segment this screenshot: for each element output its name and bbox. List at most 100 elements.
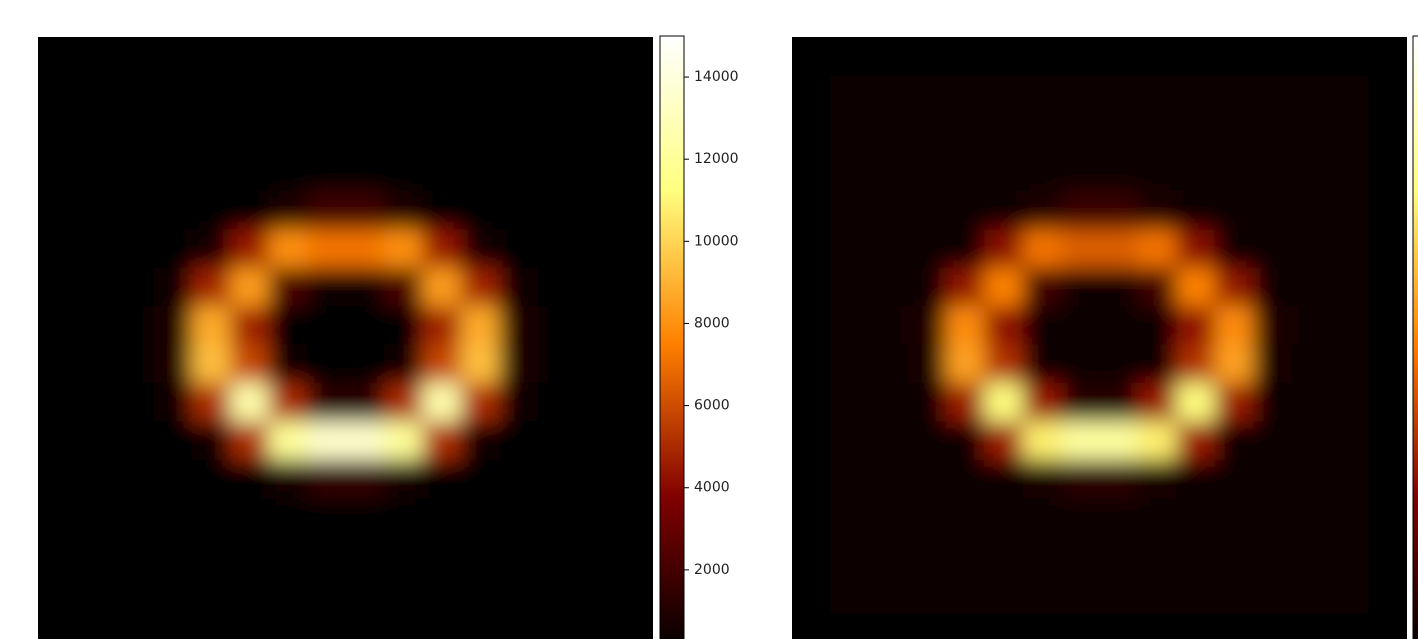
cell xyxy=(576,268,615,307)
cell xyxy=(576,498,615,537)
cell xyxy=(38,537,77,576)
cell xyxy=(499,498,538,537)
cell xyxy=(1023,75,1062,114)
cell xyxy=(384,498,423,537)
cell xyxy=(538,421,577,460)
cell xyxy=(346,345,385,384)
cell xyxy=(192,268,231,307)
cell xyxy=(1061,498,1100,537)
cell xyxy=(153,460,192,499)
cell xyxy=(422,37,461,76)
cell xyxy=(907,575,946,614)
cell xyxy=(499,114,538,153)
heatmap xyxy=(38,37,654,639)
cell xyxy=(1138,614,1177,639)
figure: 2000400060008000100001200014000 xyxy=(0,0,1418,639)
cell xyxy=(38,229,77,268)
cell xyxy=(1215,345,1254,384)
cell xyxy=(153,75,192,114)
cell xyxy=(1292,306,1331,345)
cell xyxy=(984,268,1023,307)
cell xyxy=(538,383,577,422)
cell xyxy=(615,75,654,114)
cell xyxy=(230,537,269,576)
cell xyxy=(192,575,231,614)
cell xyxy=(1100,37,1139,76)
cell xyxy=(422,383,461,422)
cell xyxy=(230,460,269,499)
cell xyxy=(1215,575,1254,614)
cell xyxy=(307,614,346,639)
cell xyxy=(830,614,869,639)
cell xyxy=(984,152,1023,191)
cell xyxy=(346,537,385,576)
cell xyxy=(1061,345,1100,384)
cell xyxy=(830,421,869,460)
cell xyxy=(422,421,461,460)
cell xyxy=(346,75,385,114)
cell xyxy=(1061,152,1100,191)
cell xyxy=(946,229,985,268)
heatmap xyxy=(792,37,1408,639)
cell xyxy=(461,75,500,114)
cell xyxy=(192,383,231,422)
cell xyxy=(830,152,869,191)
cell xyxy=(115,306,154,345)
cell xyxy=(115,75,154,114)
cell xyxy=(153,575,192,614)
cell xyxy=(76,152,115,191)
cell xyxy=(461,421,500,460)
cell xyxy=(192,421,231,460)
cell xyxy=(192,75,231,114)
cell xyxy=(538,537,577,576)
cell xyxy=(576,114,615,153)
cell xyxy=(1061,383,1100,422)
colorbar-tick-label: 12000 xyxy=(694,151,739,167)
cell xyxy=(230,114,269,153)
cell xyxy=(1369,537,1408,576)
cell xyxy=(1215,421,1254,460)
cell xyxy=(1330,498,1369,537)
cell xyxy=(869,152,908,191)
cell xyxy=(1061,537,1100,576)
cell xyxy=(946,191,985,230)
cell xyxy=(1292,268,1331,307)
cell xyxy=(499,152,538,191)
cell xyxy=(984,498,1023,537)
cell xyxy=(499,575,538,614)
heatmap-cells xyxy=(38,37,654,639)
cell xyxy=(576,421,615,460)
cell xyxy=(538,460,577,499)
cell xyxy=(384,575,423,614)
cell xyxy=(1330,421,1369,460)
cell xyxy=(346,306,385,345)
cell xyxy=(461,383,500,422)
cell xyxy=(1061,421,1100,460)
cell xyxy=(946,345,985,384)
cell xyxy=(1215,537,1254,576)
cell xyxy=(984,191,1023,230)
cell xyxy=(38,345,77,384)
cell xyxy=(869,191,908,230)
cell xyxy=(1215,306,1254,345)
cell xyxy=(1369,306,1408,345)
cell xyxy=(1253,575,1292,614)
cell xyxy=(269,421,308,460)
cell xyxy=(1215,268,1254,307)
cell xyxy=(907,460,946,499)
cell xyxy=(576,229,615,268)
cell xyxy=(499,460,538,499)
cell xyxy=(461,345,500,384)
cell xyxy=(346,498,385,537)
cell xyxy=(830,537,869,576)
cell xyxy=(76,345,115,384)
cell xyxy=(269,345,308,384)
cell xyxy=(984,575,1023,614)
cell xyxy=(1292,114,1331,153)
cell xyxy=(153,268,192,307)
cell xyxy=(1176,37,1215,76)
cell xyxy=(907,268,946,307)
cell xyxy=(792,345,831,384)
cell xyxy=(192,114,231,153)
cell xyxy=(346,37,385,76)
